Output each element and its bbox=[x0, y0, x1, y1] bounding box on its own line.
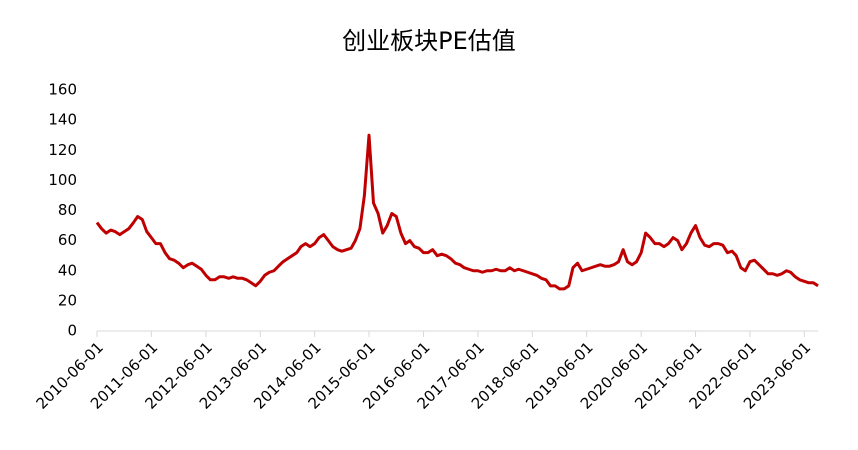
y-tick-label: 40 bbox=[58, 261, 77, 279]
y-tick-label: 0 bbox=[67, 322, 77, 340]
y-tick-label: 140 bbox=[48, 111, 77, 129]
y-tick-label: 60 bbox=[58, 231, 77, 249]
y-tick-label: 100 bbox=[48, 171, 77, 189]
y-tick-label: 20 bbox=[58, 291, 77, 309]
line-series bbox=[95, 133, 819, 291]
y-tick-label: 80 bbox=[58, 201, 77, 219]
y-tick-label: 120 bbox=[48, 141, 77, 159]
y-tick-label: 160 bbox=[48, 81, 77, 99]
chart-title: 创业板块PE估值 bbox=[342, 27, 516, 55]
